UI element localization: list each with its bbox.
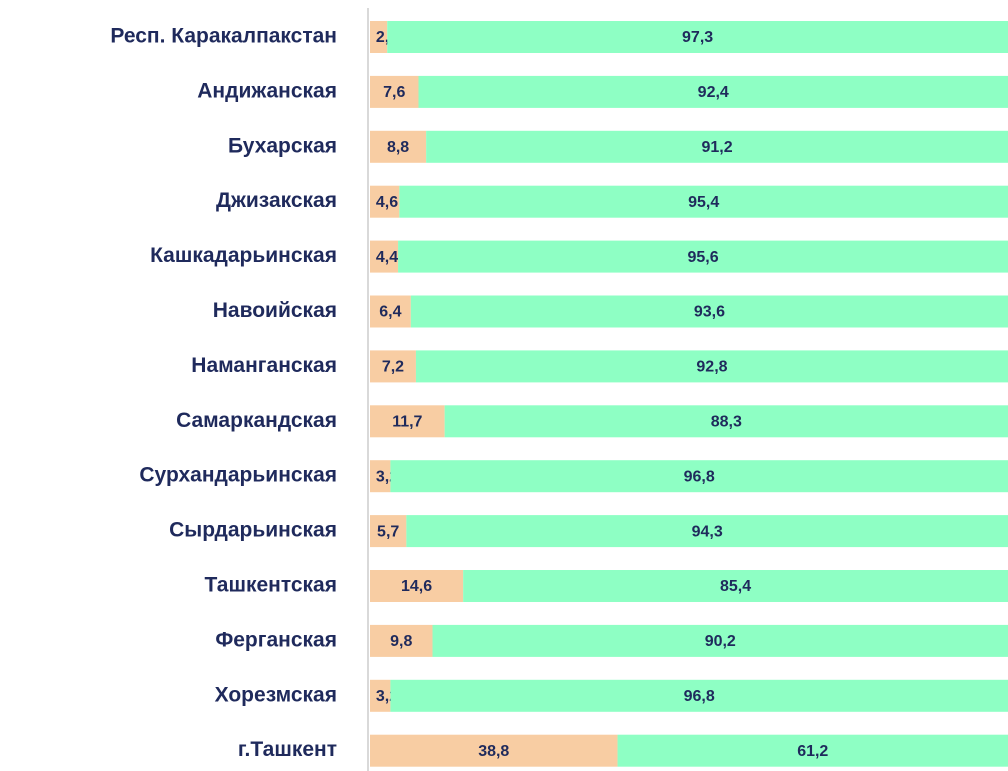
bar-segment — [370, 624, 433, 657]
bar-segment — [398, 240, 1008, 273]
bar-segment — [370, 350, 416, 383]
category-label: Хорезмская — [215, 683, 337, 706]
bar-segment — [370, 240, 399, 273]
value-label: 92,8 — [696, 359, 727, 376]
value-label: 94,3 — [692, 523, 723, 540]
value-label: 4,4 — [376, 249, 398, 266]
bar-segment — [406, 515, 1008, 548]
bar-segment — [390, 679, 1008, 712]
value-label: 6,4 — [379, 304, 401, 321]
value-label: 85,4 — [720, 578, 751, 595]
value-label: 96,8 — [684, 688, 715, 705]
value-label: 5,7 — [377, 523, 399, 540]
category-label: Джизакская — [216, 189, 337, 212]
category-label: Навоийская — [213, 299, 337, 322]
category-label: Сырдарьинская — [169, 519, 337, 542]
bar-segment — [370, 185, 400, 218]
value-label: 61,2 — [797, 743, 828, 760]
value-label: 91,2 — [702, 139, 733, 156]
value-label: 95,6 — [687, 249, 718, 266]
category-label: Кашкадарьинская — [150, 244, 337, 267]
bar-segment — [426, 130, 1008, 163]
bar-segment — [390, 460, 1008, 493]
value-label: 7,2 — [382, 359, 404, 376]
value-label: 9,8 — [390, 633, 412, 650]
value-label: 7,6 — [383, 84, 405, 101]
category-label: Респ. Каракалпакстан — [110, 25, 337, 48]
bar-segment — [370, 734, 618, 767]
bar-segment — [418, 75, 1008, 108]
bar-segment — [370, 295, 411, 328]
bar-segment — [370, 679, 391, 712]
value-label: 95,4 — [688, 194, 719, 211]
bar-segment — [463, 570, 1008, 602]
category-label: Сурхандарьинская — [139, 464, 337, 487]
value-label: 96,8 — [684, 468, 715, 485]
value-label: 11,7 — [392, 414, 422, 431]
category-label: Наманганская — [191, 354, 337, 377]
value-label: 88,3 — [711, 414, 742, 431]
bar-segment — [370, 130, 427, 163]
bar-segment — [370, 75, 419, 108]
category-label: г.Ташкент — [238, 738, 337, 761]
bar-segment — [370, 405, 445, 438]
value-label: 14,6 — [401, 578, 432, 595]
value-label: 4,6 — [376, 194, 398, 211]
category-label: Бухарская — [228, 134, 337, 157]
value-label: 97,3 — [682, 29, 713, 46]
value-label: 90,2 — [705, 633, 736, 650]
category-label: Самаркандская — [176, 409, 337, 432]
bar-segment — [410, 295, 1008, 328]
bar-segment — [370, 21, 388, 53]
bar-segment — [399, 185, 1008, 218]
category-label: Ташкентская — [205, 574, 338, 597]
bar-segment — [387, 21, 1008, 53]
bar-segment — [370, 460, 391, 493]
bar-segment — [444, 405, 1008, 438]
bar-segment — [432, 624, 1008, 657]
bar-segment — [617, 734, 1008, 767]
bar-segment — [415, 350, 1008, 383]
value-label: 8,8 — [387, 139, 409, 156]
bar-segment — [370, 515, 407, 548]
value-label: 38,8 — [478, 743, 509, 760]
category-label: Андижанская — [197, 79, 337, 102]
value-label: 92,4 — [698, 84, 729, 101]
category-label: Ферганская — [215, 628, 337, 651]
bar-segment — [370, 570, 464, 602]
value-label: 93,6 — [694, 304, 725, 321]
